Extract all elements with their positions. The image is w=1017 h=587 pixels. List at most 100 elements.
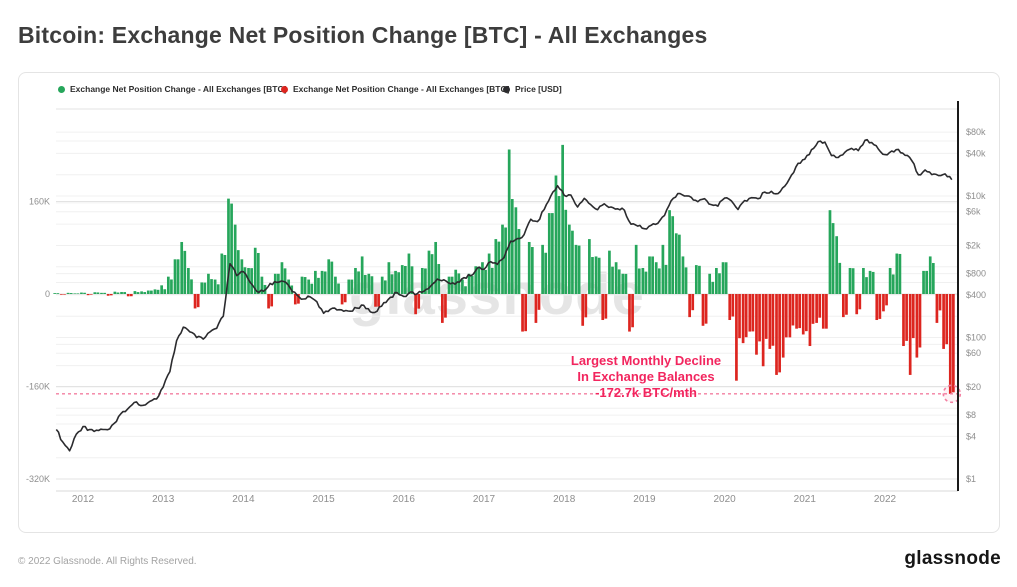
net-position-bar xyxy=(514,207,518,294)
net-position-bar xyxy=(791,294,795,326)
year-label: 2012 xyxy=(72,494,95,505)
net-position-bar xyxy=(564,209,568,294)
net-position-bar xyxy=(63,294,66,295)
net-position-bar xyxy=(470,275,474,294)
net-position-bar xyxy=(574,244,578,294)
net-position-bar xyxy=(153,289,157,294)
net-position-bar xyxy=(280,262,284,294)
net-position-bar xyxy=(781,294,785,358)
year-label: 2019 xyxy=(633,494,656,505)
net-position-bar xyxy=(354,267,357,294)
net-position-bar xyxy=(410,266,414,294)
net-position-bar xyxy=(885,294,888,306)
net-position-bar xyxy=(383,280,387,294)
net-position-bar xyxy=(307,279,311,294)
left-axis-tick-label: 0 xyxy=(45,289,50,299)
net-position-bar xyxy=(551,213,554,294)
net-position-bar xyxy=(129,294,133,297)
green-dot-icon xyxy=(58,85,65,93)
net-position-bar xyxy=(113,291,117,294)
net-position-bar xyxy=(256,252,260,294)
net-position-bar xyxy=(721,262,725,294)
chart-svg[interactable]: 2012 2013 2014 2015 2016 2017 2018 2019 2020 2021… xyxy=(19,73,1001,534)
net-position-bar xyxy=(688,294,691,318)
net-position-bar xyxy=(233,224,237,294)
net-position-bar xyxy=(227,198,230,294)
net-position-bar xyxy=(166,276,170,294)
net-position-bar xyxy=(377,294,380,307)
net-position-bar xyxy=(905,294,908,341)
net-position-bar xyxy=(484,269,487,294)
net-position-bar xyxy=(424,268,427,294)
net-position-bar xyxy=(414,294,417,315)
net-position-bar xyxy=(390,274,394,294)
net-position-bar xyxy=(882,294,885,312)
net-position-bar xyxy=(798,294,802,329)
net-position-bar xyxy=(868,270,872,294)
net-position-bar xyxy=(748,294,752,332)
year-label: 2018 xyxy=(553,494,576,505)
right-axis-tick-label: $1 xyxy=(966,474,976,484)
net-position-bar xyxy=(116,292,120,294)
net-position-bar xyxy=(207,273,210,294)
net-position-bar xyxy=(731,294,735,317)
net-position-bar xyxy=(327,259,331,294)
net-position-bar xyxy=(741,294,745,344)
net-position-bar xyxy=(394,270,397,294)
right-axis-tick-label: $40k xyxy=(966,148,986,158)
net-position-bar xyxy=(952,294,955,393)
net-position-bar xyxy=(497,241,501,294)
net-position-bar xyxy=(805,294,808,332)
net-position-bar xyxy=(674,233,678,294)
net-position-bar xyxy=(775,294,778,375)
net-position-bar xyxy=(203,282,207,294)
net-position-bar xyxy=(243,267,247,294)
annotation-line-2: In Exchange Balances xyxy=(577,369,715,384)
black-dot-icon xyxy=(503,85,510,93)
footer: © 2022 Glassnode. All Rights Reserved. g… xyxy=(0,540,1017,587)
net-position-bar xyxy=(922,270,925,294)
net-position-bar xyxy=(891,274,895,294)
net-position-bar xyxy=(136,292,140,294)
net-position-bar xyxy=(190,279,193,294)
year-label: 2013 xyxy=(152,494,175,505)
right-axis-tick-label: $400 xyxy=(966,290,986,300)
net-position-bar xyxy=(624,273,628,294)
net-position-bar xyxy=(441,294,444,323)
net-position-bar xyxy=(654,262,658,294)
net-position-bar xyxy=(270,294,274,307)
net-position-bar xyxy=(143,292,147,294)
net-position-bar xyxy=(571,230,574,294)
net-position-bar xyxy=(461,279,464,294)
net-position-bar xyxy=(69,293,73,294)
net-position-bar xyxy=(561,144,564,294)
right-axis-tick-label: $20 xyxy=(966,382,981,392)
net-position-bar xyxy=(360,256,364,294)
net-position-bar xyxy=(170,279,173,294)
legend-item-inflow[interactable]: Exchange Net Position Change - All Excha… xyxy=(58,81,286,97)
net-position-bar xyxy=(150,290,153,294)
right-axis-tick-label: $10k xyxy=(966,191,986,201)
net-position-bar xyxy=(547,213,551,294)
net-position-bar xyxy=(671,216,675,294)
net-position-bar xyxy=(628,294,631,332)
net-position-bar xyxy=(534,294,538,323)
net-position-bar xyxy=(584,294,588,318)
net-position-bar xyxy=(862,267,865,294)
net-position-bar xyxy=(915,294,919,358)
net-position-bar xyxy=(691,294,695,311)
net-position-bar xyxy=(397,272,401,294)
net-position-bar xyxy=(444,294,447,318)
net-position-bar xyxy=(487,253,491,294)
net-position-bar xyxy=(537,294,541,310)
legend-item-price[interactable]: Price [USD] xyxy=(503,81,562,97)
net-position-bar xyxy=(420,267,424,294)
net-position-bar xyxy=(367,273,371,294)
net-position-bar xyxy=(210,279,213,294)
legend-item-outflow[interactable]: Exchange Net Position Change - All Excha… xyxy=(281,81,509,97)
net-position-bar xyxy=(567,224,571,294)
legend: Exchange Net Position Change - All Excha… xyxy=(19,81,999,97)
net-position-bar xyxy=(380,276,384,294)
net-position-bar xyxy=(634,244,638,294)
net-position-bar xyxy=(504,227,507,294)
